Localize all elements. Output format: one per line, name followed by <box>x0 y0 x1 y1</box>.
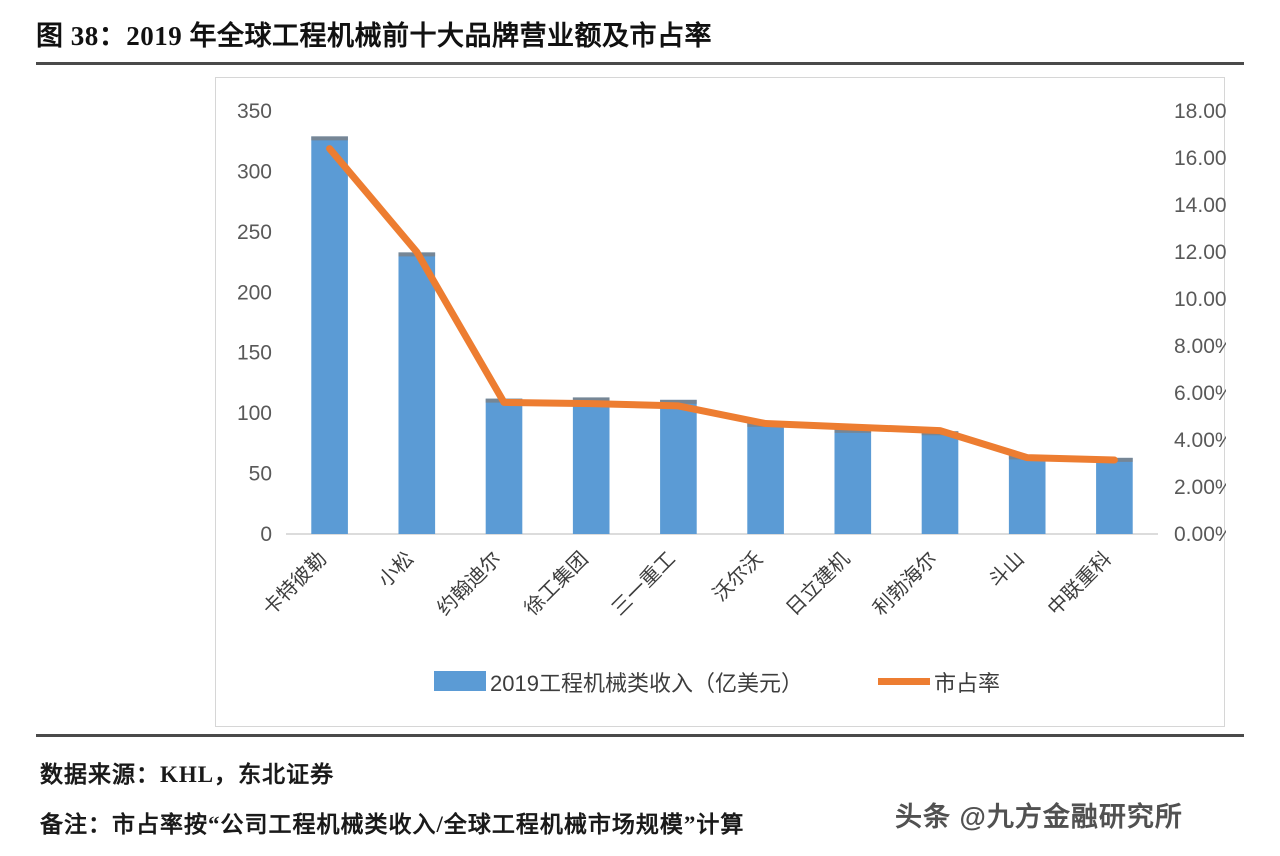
y-left-tick: 200 <box>237 281 272 304</box>
bar <box>572 397 610 534</box>
chart-plot: 0 50 100 150 200 250 300 350 0.00% 2.00% 4.00% 6.0… <box>237 100 1226 696</box>
bar <box>1008 455 1046 534</box>
x-category-label: 三一重工 <box>607 547 680 620</box>
x-category-label: 徐工集团 <box>520 547 593 620</box>
y-right-tick: 8.00% <box>1174 335 1226 358</box>
bar-cap <box>311 136 348 141</box>
bar <box>311 136 348 534</box>
market-share-line <box>326 145 1118 464</box>
x-category-label: 中联重科 <box>1043 547 1116 620</box>
y-left-tick: 100 <box>237 402 272 425</box>
footer-divider <box>36 734 1244 737</box>
legend-bar-swatch <box>434 671 486 691</box>
y-right-tick: 16.00% <box>1174 147 1226 170</box>
bar-cap <box>834 428 872 433</box>
watermark-text: 头条 @九方金融研究所 <box>895 802 1183 832</box>
legend-label: 2019工程机械类收入（亿美元） <box>490 671 803 696</box>
y-right-tick: 14.00% <box>1174 194 1226 217</box>
bar-series <box>311 136 1133 534</box>
y-left-tick: 350 <box>237 100 272 123</box>
legend-line-swatch <box>878 678 930 685</box>
x-category-label: 斗山 <box>984 547 1029 592</box>
y-right-tick: 2.00% <box>1174 476 1226 499</box>
y-left-tick: 150 <box>237 342 272 365</box>
y-left-tick: 300 <box>237 160 272 183</box>
x-category-label: 约翰迪尔 <box>433 547 506 620</box>
y-left-tick: 50 <box>249 463 272 486</box>
figure-header: 图 38：2019 年全球工程机械前十大品牌营业额及市占率 <box>36 14 1244 64</box>
y-right-tick: 12.00% <box>1174 241 1226 264</box>
x-category-label: 利勃海尔 <box>869 547 942 620</box>
y-right-tick: 10.00% <box>1174 288 1226 311</box>
bar <box>398 252 436 534</box>
bar <box>1096 457 1133 534</box>
data-source-text: 数据来源：KHL，东北证券 <box>40 762 335 787</box>
y-right-tick: 0.00% <box>1174 523 1226 546</box>
x-category-label: 小松 <box>374 547 419 592</box>
x-category-label: 日立建机 <box>782 547 855 620</box>
y-axis-left-labels: 0 50 100 150 200 250 300 350 <box>237 100 272 546</box>
figure-note-text: 备注：市占率按“公司工程机械类收入/全球工程机械市场规模”计算 <box>40 812 745 837</box>
bar <box>921 431 959 534</box>
bar-cap <box>572 397 610 402</box>
y-left-tick: 0 <box>260 523 272 546</box>
header-divider <box>36 62 1244 65</box>
y-right-tick: 18.00% <box>1174 100 1226 123</box>
chart-frame: 0 50 100 150 200 250 300 350 0.00% 2.00% 4.00% 6.0… <box>215 77 1226 727</box>
bar <box>660 399 697 534</box>
chart-legend: 2019工程机械类收入（亿美元） 市占率 <box>434 671 1000 696</box>
x-category-label: 沃尔沃 <box>708 547 767 606</box>
legend-label: 市占率 <box>934 671 1000 696</box>
y-right-tick: 4.00% <box>1174 429 1226 452</box>
bar <box>834 428 872 534</box>
x-category-label: 卡特彼勒 <box>258 547 331 620</box>
y-axis-right-labels: 0.00% 2.00% 4.00% 6.00% 8.00% 10.00% 12.00% 14.… <box>1174 100 1226 546</box>
x-axis-category-labels: 卡特彼勒 小松 约翰迪尔 徐工集团 三一重工 沃尔沃 日立建机 利勃海尔 斗山 中联重科 <box>258 547 1116 620</box>
bar <box>485 398 523 534</box>
bar <box>747 422 784 534</box>
page-title: 图 38：2019 年全球工程机械前十大品牌营业额及市占率 <box>36 21 712 51</box>
y-right-tick: 6.00% <box>1174 382 1226 405</box>
y-left-tick: 250 <box>237 221 272 244</box>
bar-cap <box>660 399 697 404</box>
line-series <box>326 145 1118 464</box>
